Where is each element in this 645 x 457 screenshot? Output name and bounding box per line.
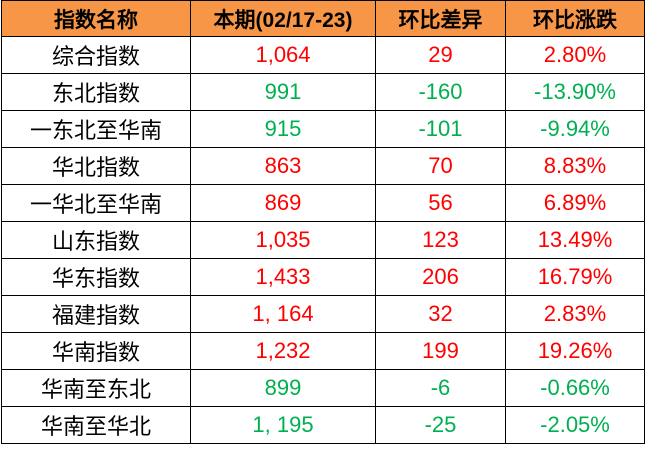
diff-cell: 32 xyxy=(375,295,506,333)
table-row: 华南至东北 899 -6 -0.66% xyxy=(1,369,645,407)
current-value-cell: 1,232 xyxy=(190,332,376,370)
pct-change-cell: -13.90% xyxy=(505,73,645,111)
diff-cell: 56 xyxy=(375,184,506,222)
diff-cell: -101 xyxy=(375,110,506,148)
pct-change-cell: 13.49% xyxy=(505,221,645,259)
current-value-cell: 1,064 xyxy=(190,36,376,74)
current-value-cell: 1,433 xyxy=(190,258,376,296)
diff-cell: -6 xyxy=(375,369,506,407)
pct-change-cell: 2.83% xyxy=(505,295,645,333)
pct-change-cell: -2.05% xyxy=(505,406,645,444)
table-row: 一东北至华南 915 -101 -9.94% xyxy=(1,110,645,148)
index-name-cell: 华北指数 xyxy=(1,147,191,185)
header-current: 本期(02/17-23) xyxy=(190,0,376,37)
pct-change-cell: -9.94% xyxy=(505,110,645,148)
current-value-cell: 1,035 xyxy=(190,221,376,259)
header-diff: 环比差异 xyxy=(375,0,506,37)
current-value-cell: 899 xyxy=(190,369,376,407)
diff-cell: -160 xyxy=(375,73,506,111)
index-name-cell: 综合指数 xyxy=(1,36,191,74)
pct-change-cell: 6.89% xyxy=(505,184,645,222)
table-row: 东北指数 991 -160 -13.90% xyxy=(1,73,645,111)
current-value-cell: 863 xyxy=(190,147,376,185)
table-row: 山东指数 1,035 123 13.49% xyxy=(1,221,645,259)
header-row: 指数名称 本期(02/17-23) 环比差异 环比涨跌 xyxy=(1,0,645,37)
current-value-cell: 991 xyxy=(190,73,376,111)
index-table: 指数名称 本期(02/17-23) 环比差异 环比涨跌 综合指数 1,064 29 2… xyxy=(1,0,645,444)
diff-cell: 29 xyxy=(375,36,506,74)
pct-change-cell: 19.26% xyxy=(505,332,645,370)
pct-change-cell: -0.66% xyxy=(505,369,645,407)
diff-cell: 199 xyxy=(375,332,506,370)
header-index-name: 指数名称 xyxy=(1,0,191,37)
index-name-cell: 一华北至华南 xyxy=(1,184,191,222)
table-row: 综合指数 1,064 29 2.80% xyxy=(1,36,645,74)
diff-cell: 70 xyxy=(375,147,506,185)
index-name-cell: 福建指数 xyxy=(1,295,191,333)
current-value-cell: 915 xyxy=(190,110,376,148)
index-name-cell: 华东指数 xyxy=(1,258,191,296)
current-value-cell: 869 xyxy=(190,184,376,222)
index-name-cell: 东北指数 xyxy=(1,73,191,111)
index-name-cell: 一东北至华南 xyxy=(1,110,191,148)
table-row: 华东指数 1,433 206 16.79% xyxy=(1,258,645,296)
index-name-cell: 华南至东北 xyxy=(1,369,191,407)
table-row: 福建指数 1, 164 32 2.83% xyxy=(1,295,645,333)
index-name-cell: 华南至华北 xyxy=(1,406,191,444)
header-pct: 环比涨跌 xyxy=(505,0,645,37)
diff-cell: 123 xyxy=(375,221,506,259)
diff-cell: -25 xyxy=(375,406,506,444)
table-row: 华南指数 1,232 199 19.26% xyxy=(1,332,645,370)
pct-change-cell: 8.83% xyxy=(505,147,645,185)
diff-cell: 206 xyxy=(375,258,506,296)
index-name-cell: 山东指数 xyxy=(1,221,191,259)
current-value-cell: 1, 195 xyxy=(190,406,376,444)
table-row: 华南至华北 1, 195 -25 -2.05% xyxy=(1,406,645,444)
current-value-cell: 1, 164 xyxy=(190,295,376,333)
pct-change-cell: 16.79% xyxy=(505,258,645,296)
table-row: 一华北至华南 869 56 6.89% xyxy=(1,184,645,222)
index-name-cell: 华南指数 xyxy=(1,332,191,370)
pct-change-cell: 2.80% xyxy=(505,36,645,74)
table-row: 华北指数 863 70 8.83% xyxy=(1,147,645,185)
